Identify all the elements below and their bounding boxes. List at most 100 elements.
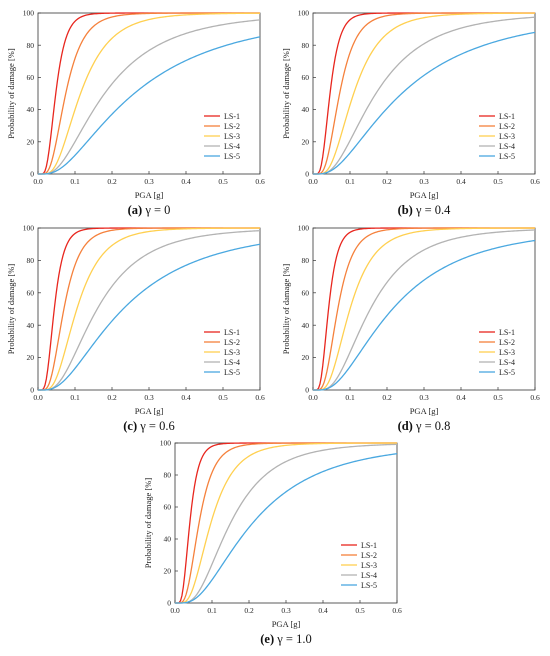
x-tick-label: 0.6	[530, 177, 540, 186]
x-tick-label: 0.0	[308, 393, 318, 402]
x-tick-label: 0.5	[493, 177, 503, 186]
y-axis-label: Probability of damage [%]	[6, 264, 16, 355]
chart-panel-5: 0.0 0.1 0.2 0.3 0.4 0.5 0.6 0 20 40 60 80 100 PGA [g]…	[143, 439, 402, 646]
x-tick-label: 0.2	[244, 606, 254, 615]
y-tick-label: 0	[305, 386, 309, 395]
y-tick-label: 100	[160, 439, 172, 448]
y-tick-label: 20	[27, 137, 35, 146]
y-tick-label: 100	[298, 224, 310, 233]
y-axis-label: Probability of damage [%]	[281, 48, 291, 139]
x-tick-label: 0.4	[318, 606, 328, 615]
x-tick-label: 0.4	[456, 177, 466, 186]
y-axis-label: Probability of damage [%]	[143, 478, 153, 569]
x-tick-label: 0.6	[392, 606, 402, 615]
legend-label: LS-3	[499, 348, 515, 357]
x-tick-label: 0.0	[33, 177, 43, 186]
y-tick-label: 20	[27, 353, 35, 362]
x-tick-label: 0.3	[419, 393, 429, 402]
legend-label: LS-3	[224, 132, 240, 141]
x-tick-label: 0.6	[530, 393, 540, 402]
legend: LS-1LS-2LS-3LS-4LS-5	[204, 112, 240, 161]
y-axis-label: Probability of damage [%]	[6, 48, 16, 139]
panel-caption: (d) γ = 0.8	[398, 419, 451, 433]
series-line-ls-3	[38, 227, 260, 391]
legend: LS-1LS-2LS-3LS-4LS-5	[341, 541, 377, 590]
y-tick-label: 20	[164, 567, 172, 576]
series-line-ls-5	[175, 453, 398, 604]
chart-panel-3: 0.0 0.1 0.2 0.3 0.4 0.5 0.6 0 20 40 60 80 100 PGA [g]…	[6, 224, 265, 433]
series-line-ls-3	[313, 227, 535, 391]
x-tick-label: 0.6	[255, 393, 265, 402]
x-tick-label: 0.6	[255, 177, 265, 186]
x-tick-label: 0.0	[170, 606, 180, 615]
y-tick-label: 100	[298, 9, 310, 18]
y-tick-label: 80	[302, 256, 310, 265]
legend-label: LS-4	[499, 358, 515, 367]
legend-label: LS-2	[224, 338, 240, 347]
series-line-ls-5	[313, 31, 536, 175]
legend-label: LS-2	[224, 122, 240, 131]
legend-label: LS-5	[361, 581, 377, 590]
y-tick-label: 100	[23, 9, 35, 18]
legend-label: LS-2	[361, 551, 377, 560]
y-tick-label: 40	[27, 321, 35, 330]
legend-label: LS-3	[224, 348, 240, 357]
legend-label: LS-1	[499, 112, 515, 121]
x-tick-label: 0.3	[144, 393, 154, 402]
y-tick-label: 80	[27, 41, 35, 50]
x-tick-label: 0.1	[345, 177, 355, 186]
y-tick-label: 0	[305, 170, 309, 179]
x-tick-label: 0.1	[345, 393, 355, 402]
legend-label: LS-4	[224, 142, 240, 151]
x-tick-label: 0.5	[493, 393, 503, 402]
y-tick-label: 60	[27, 288, 35, 297]
chart-panel-1: 0.0 0.1 0.2 0.3 0.4 0.5 0.6 0 20 40 60 80 100 PGA [g]…	[6, 9, 265, 217]
legend-label: LS-3	[499, 132, 515, 141]
legend: LS-1LS-2LS-3LS-4LS-5	[479, 112, 515, 161]
series-line-ls-5	[38, 243, 261, 391]
x-tick-label: 0.5	[218, 393, 228, 402]
legend-label: LS-1	[224, 112, 240, 121]
x-tick-label: 0.5	[355, 606, 365, 615]
panel-caption: (e) γ = 1.0	[260, 632, 311, 646]
legend-label: LS-1	[499, 328, 515, 337]
y-tick-label: 40	[27, 105, 35, 114]
legend-label: LS-5	[224, 152, 240, 161]
x-axis-label: PGA [g]	[410, 190, 439, 200]
x-tick-label: 0.2	[382, 393, 392, 402]
legend-label: LS-3	[361, 561, 377, 570]
y-tick-label: 100	[23, 224, 35, 233]
series-line-ls-3	[38, 12, 261, 175]
chart-panel-2: 0.0 0.1 0.2 0.3 0.4 0.5 0.6 0 20 40 60 80 100 PGA [g]…	[281, 9, 540, 217]
chart-panel-4: 0.0 0.1 0.2 0.3 0.4 0.5 0.6 0 20 40 60 80 100 PGA [g]…	[281, 224, 540, 433]
legend-label: LS-2	[499, 338, 515, 347]
x-axis-label: PGA [g]	[410, 406, 439, 416]
series-line-ls-4	[313, 16, 536, 175]
y-tick-label: 80	[164, 471, 172, 480]
y-tick-label: 0	[30, 386, 34, 395]
series-line-ls-4	[313, 229, 536, 391]
y-tick-label: 20	[302, 353, 310, 362]
legend-label: LS-5	[499, 152, 515, 161]
legend-label: LS-4	[361, 571, 377, 580]
series-line-ls-4	[175, 443, 398, 604]
legend-label: LS-5	[224, 368, 240, 377]
y-tick-label: 60	[164, 503, 172, 512]
panel-caption: (a) γ = 0	[128, 203, 171, 217]
x-tick-label: 0.0	[308, 177, 318, 186]
y-tick-label: 60	[302, 73, 310, 82]
x-tick-label: 0.3	[419, 177, 429, 186]
panel-caption: (b) γ = 0.4	[398, 203, 452, 217]
legend-label: LS-4	[499, 142, 515, 151]
x-tick-label: 0.4	[181, 393, 191, 402]
x-tick-label: 0.4	[181, 177, 191, 186]
y-tick-label: 40	[302, 321, 310, 330]
panel-caption: (c) γ = 0.6	[123, 419, 174, 433]
y-tick-label: 80	[27, 256, 35, 265]
y-tick-label: 60	[27, 73, 35, 82]
legend-label: LS-1	[361, 541, 377, 550]
x-axis-label: PGA [g]	[135, 406, 164, 416]
legend-label: LS-1	[224, 328, 240, 337]
series-line-ls-4	[38, 230, 261, 391]
legend: LS-1LS-2LS-3LS-4LS-5	[479, 328, 515, 377]
